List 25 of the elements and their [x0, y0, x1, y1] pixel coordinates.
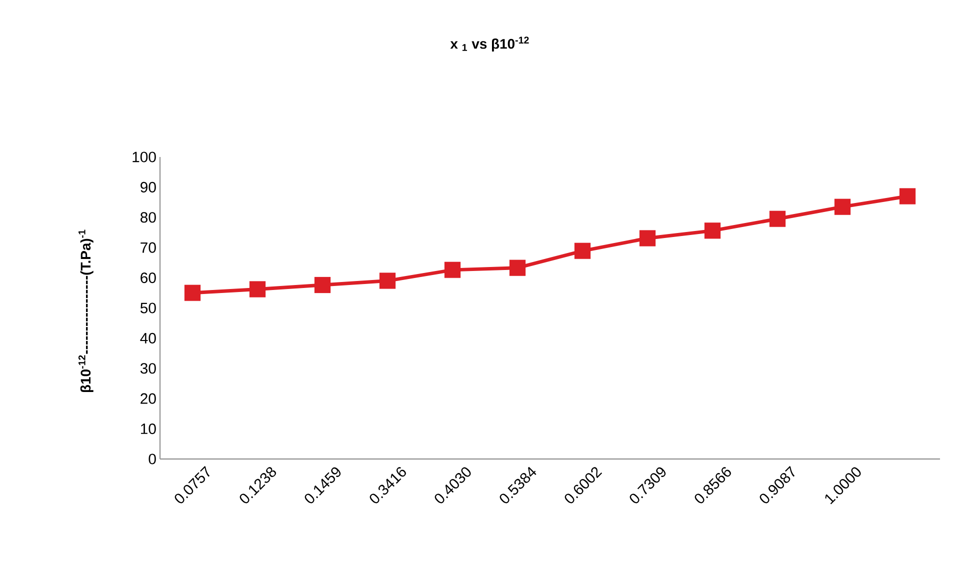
point [249, 281, 266, 298]
point [899, 188, 916, 204]
y-tick-label: 20 [140, 393, 156, 404]
point [704, 222, 721, 239]
y-tick-label: 30 [140, 363, 156, 374]
y-tick-label: 50 [140, 302, 156, 314]
point [509, 260, 526, 276]
point [574, 242, 591, 259]
y-tick-label: 90 [140, 182, 156, 192]
y-tick-label: 0 [148, 454, 156, 464]
y-tick-label: 40 [140, 332, 156, 344]
point [379, 272, 396, 289]
point [444, 262, 461, 278]
y-axis-title: β10$^{-12}$-----------------(T.Pa)$^{-1}$ [78, 230, 94, 392]
chart-title: x $_{1}$ vs β10$^{-12}$ [450, 36, 529, 52]
y-tick-label: 60 [140, 272, 156, 284]
point [834, 198, 851, 215]
y-tick-label: 70 [140, 242, 156, 253]
point [184, 284, 201, 301]
y-tick-label: 80 [140, 212, 156, 223]
point [314, 276, 331, 294]
y-tick-label: 10 [141, 423, 156, 434]
y-tick-label: 100 [132, 152, 156, 162]
point [769, 210, 786, 227]
point [639, 230, 656, 246]
